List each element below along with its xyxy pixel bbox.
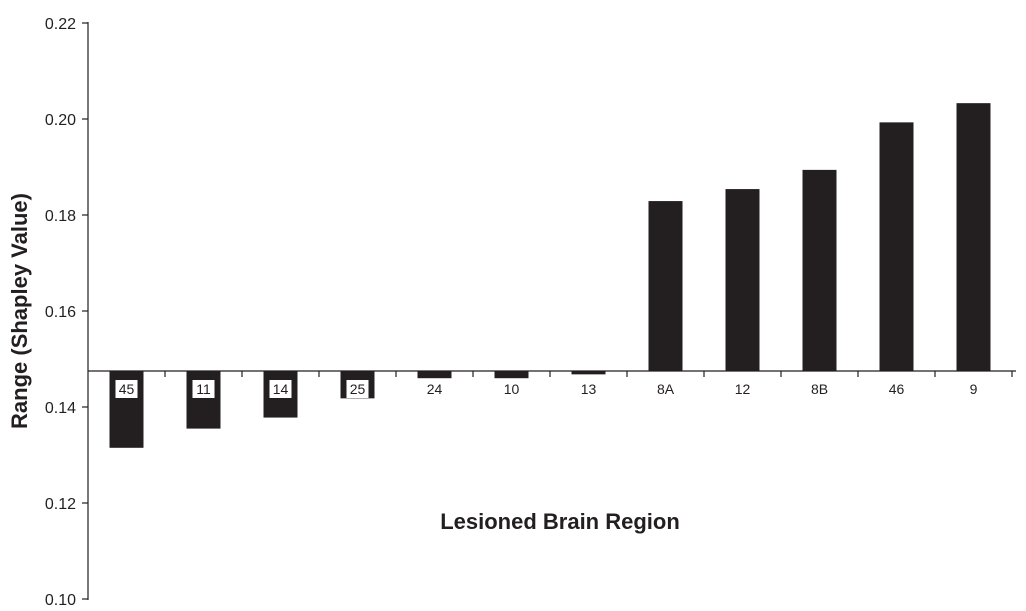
x-tick-label-bg xyxy=(423,380,446,398)
x-tick-label: 11 xyxy=(196,381,211,397)
y-tick-label: 0.10 xyxy=(45,592,76,606)
x-tick-label: 24 xyxy=(427,381,443,397)
y-tick-label: 0.16 xyxy=(45,304,76,321)
y-tick-label: 0.22 xyxy=(45,16,76,33)
y-axis-title: Range (Shapley Value) xyxy=(7,193,32,429)
x-tick-label: 8A xyxy=(657,381,675,397)
x-tick-label: 45 xyxy=(119,381,135,397)
x-ticks xyxy=(164,371,1013,377)
x-tick-label-bg xyxy=(577,380,600,398)
x-tick-label-bg xyxy=(500,380,523,398)
x-tick-label-bg xyxy=(654,380,677,398)
x-tick-label: 13 xyxy=(581,381,597,397)
y-tick-label: 0.12 xyxy=(45,496,76,513)
x-tick-label-bg xyxy=(966,380,981,398)
bar-24 xyxy=(417,371,452,379)
x-tick-label: 46 xyxy=(889,381,905,397)
bar-13 xyxy=(571,371,606,375)
bar-8A xyxy=(648,201,683,371)
x-tick-label-bg xyxy=(115,380,138,398)
x-tick-label-bg xyxy=(192,380,215,398)
x-tick-label-bg xyxy=(269,380,292,398)
y-tick-label: 0.20 xyxy=(45,112,76,129)
x-tick-label: 14 xyxy=(273,381,289,397)
bar-9 xyxy=(956,103,991,371)
x-tick-label: 10 xyxy=(504,381,520,397)
x-tick-label-bg xyxy=(885,380,908,398)
bars-layer xyxy=(109,103,991,448)
x-axis-title: Lesioned Brain Region xyxy=(440,509,680,534)
y-ticks: 0.10 0.12 0.14 0.16 0.18 0.20 0.22 xyxy=(45,16,88,609)
x-tick-label-bg xyxy=(346,380,369,398)
bar-46 xyxy=(879,122,914,371)
x-tick-label: 25 xyxy=(350,381,366,397)
x-tick-label: 12 xyxy=(735,381,751,397)
x-tick-label-bg xyxy=(808,380,831,398)
x-tick-label-bg xyxy=(731,380,754,398)
bar-12 xyxy=(725,189,760,371)
bar-10 xyxy=(494,371,529,379)
bar-8B xyxy=(802,169,837,371)
x-tick-label: 9 xyxy=(970,381,978,397)
bar-11 xyxy=(186,371,221,429)
y-tick-label: 0.18 xyxy=(45,208,76,225)
x-tick-labels: 45 11 14 25 24 10 13 8A 12 8B 46 9 xyxy=(115,380,981,398)
x-tick-label: 8B xyxy=(811,381,828,397)
y-tick-label: 0.14 xyxy=(45,400,76,417)
